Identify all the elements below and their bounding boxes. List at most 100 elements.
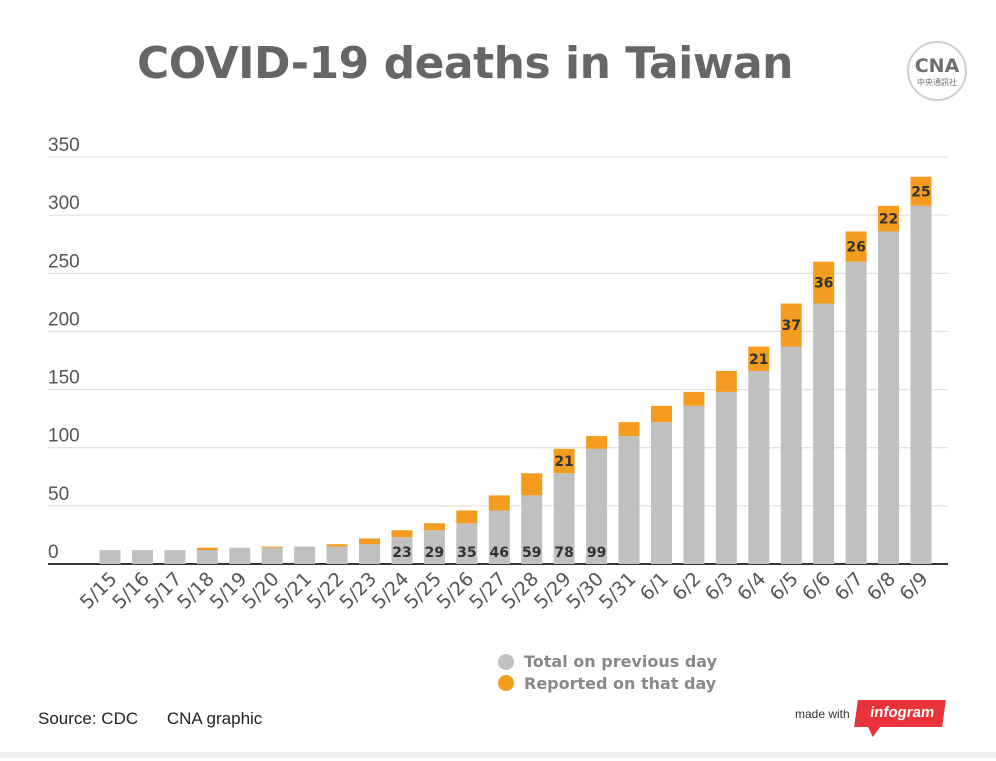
x-tick-label-5/31: 5/31 bbox=[595, 568, 641, 614]
bar-reported-6/8 bbox=[878, 205, 900, 232]
bar-reported-5/27 bbox=[488, 495, 510, 511]
bar-total-5/24 bbox=[391, 537, 413, 564]
bar-total-5/23 bbox=[359, 544, 381, 564]
x-tick-label-6/1: 6/1 bbox=[636, 568, 673, 605]
bar-total-6/7 bbox=[845, 261, 867, 564]
legend-swatch-total bbox=[498, 653, 514, 670]
source-line: Source: CDC CNA graphic bbox=[38, 709, 286, 729]
cna-logo-text: CNA bbox=[915, 55, 960, 77]
bar-reported-5/31 bbox=[618, 422, 640, 437]
bar-reported-6/3 bbox=[715, 370, 737, 392]
chart-title: COVID-19 deaths in Taiwan bbox=[137, 38, 794, 89]
infogram-brand-text: infogram bbox=[868, 704, 936, 721]
credit-text: CNA graphic bbox=[166, 709, 263, 728]
bar-chart: 0501001502002503003505/155/165/175/185/1… bbox=[48, 135, 948, 614]
bar-label-reported-5/29: 21 bbox=[554, 454, 573, 470]
bar-total-5/29 bbox=[553, 473, 575, 564]
y-tick-label-150: 150 bbox=[48, 368, 80, 389]
legend-label-reported: Reported on that day bbox=[524, 673, 717, 693]
footer-divider bbox=[0, 752, 996, 758]
bar-total-5/19 bbox=[229, 547, 251, 564]
bar-total-6/4 bbox=[748, 370, 770, 564]
x-tick-label-6/8: 6/8 bbox=[863, 568, 900, 605]
bar-total-6/2 bbox=[683, 405, 705, 564]
x-tick-label-6/9: 6/9 bbox=[895, 568, 932, 605]
made-with-text: made with bbox=[795, 706, 850, 721]
x-tick-label-6/6: 6/6 bbox=[798, 568, 835, 605]
legend-item-total: Total on previous day bbox=[498, 652, 717, 671]
bar-total-5/17 bbox=[164, 550, 186, 564]
bar-reported-5/25 bbox=[423, 523, 445, 531]
bar-reported-5/20 bbox=[261, 546, 283, 548]
bar-reported-6/7 bbox=[845, 231, 867, 262]
bar-label-reported-6/8: 22 bbox=[879, 212, 898, 228]
bar-label-total-5/29: 78 bbox=[554, 545, 573, 561]
y-tick-label-250: 250 bbox=[48, 251, 80, 272]
bar-label-total-5/30: 99 bbox=[587, 545, 606, 561]
bar-label-reported-6/5: 37 bbox=[781, 318, 800, 334]
bar-total-5/22 bbox=[326, 546, 348, 564]
bar-total-5/25 bbox=[423, 530, 445, 564]
bar-reported-5/28 bbox=[521, 473, 543, 496]
bar-reported-5/26 bbox=[456, 510, 478, 524]
bar-label-reported-6/7: 26 bbox=[846, 240, 865, 256]
bar-label-total-5/27: 46 bbox=[490, 545, 509, 561]
y-tick-label-350: 350 bbox=[48, 135, 80, 156]
legend: Total on previous day Reported on that d… bbox=[498, 652, 996, 695]
bar-label-total-5/25: 29 bbox=[425, 545, 444, 561]
bar-label-reported-6/9: 25 bbox=[911, 184, 930, 200]
bar-total-5/21 bbox=[294, 546, 316, 564]
x-tick-label-6/4: 6/4 bbox=[733, 568, 770, 605]
x-tick-label-6/2: 6/2 bbox=[668, 568, 705, 605]
bar-label-total-5/26: 35 bbox=[457, 545, 476, 561]
bar-label-total-5/28: 59 bbox=[522, 545, 541, 561]
cna-logo-subtext: 中央通訊社 bbox=[917, 77, 957, 87]
bar-total-5/18 bbox=[196, 550, 218, 564]
bar-total-5/26 bbox=[456, 523, 478, 564]
bar-reported-5/30 bbox=[586, 436, 608, 449]
y-tick-label-200: 200 bbox=[48, 309, 80, 330]
bar-label-total-5/24: 23 bbox=[392, 545, 411, 561]
bar-reported-6/6 bbox=[813, 261, 835, 304]
bar-reported-6/5 bbox=[780, 303, 802, 347]
bar-total-5/31 bbox=[618, 436, 640, 564]
bar-reported-5/18 bbox=[196, 547, 218, 551]
bar-total-5/20 bbox=[261, 547, 283, 564]
infogram-logo[interactable]: infogram bbox=[853, 700, 946, 737]
bar-total-5/15 bbox=[99, 550, 121, 564]
x-tick-label-6/7: 6/7 bbox=[830, 568, 867, 605]
bar-reported-6/4 bbox=[748, 346, 770, 371]
bar-total-6/6 bbox=[813, 303, 835, 564]
bar-reported-6/2 bbox=[683, 391, 705, 406]
bar-reported-5/24 bbox=[391, 530, 413, 538]
bar-total-5/28 bbox=[521, 495, 543, 564]
legend-swatch-reported bbox=[498, 675, 514, 691]
legend-item-reported: Reported on that day bbox=[498, 674, 716, 693]
bar-label-reported-6/4: 21 bbox=[749, 352, 768, 368]
bar-reported-6/1 bbox=[650, 405, 672, 423]
source-text: Source: CDC bbox=[38, 709, 139, 728]
bar-total-6/3 bbox=[715, 391, 737, 564]
bar-reported-5/29 bbox=[553, 448, 575, 474]
bar-total-6/1 bbox=[650, 422, 672, 564]
made-with-infogram[interactable]: made with infogram bbox=[795, 700, 946, 737]
bar-total-6/8 bbox=[878, 231, 900, 564]
bar-reported-6/9 bbox=[910, 176, 932, 206]
cna-logo: CNA 中央通訊社 bbox=[907, 41, 967, 101]
y-tick-label-0: 0 bbox=[48, 542, 59, 563]
bar-reported-5/23 bbox=[359, 538, 381, 545]
y-tick-label-100: 100 bbox=[48, 426, 80, 447]
bar-label-reported-6/6: 36 bbox=[814, 276, 833, 292]
bar-total-5/27 bbox=[488, 510, 510, 564]
bar-total-5/30 bbox=[586, 448, 608, 564]
x-tick-label-6/5: 6/5 bbox=[766, 568, 803, 605]
bar-reported-5/22 bbox=[326, 544, 348, 547]
legend-label-total: Total on previous day bbox=[524, 652, 718, 671]
infogram-badge-tail bbox=[866, 727, 880, 737]
y-tick-label-300: 300 bbox=[48, 193, 80, 214]
bar-total-6/9 bbox=[910, 205, 932, 564]
bar-total-5/16 bbox=[131, 550, 153, 564]
x-tick-label-6/3: 6/3 bbox=[701, 568, 738, 605]
y-tick-label-50: 50 bbox=[48, 484, 69, 505]
bar-total-6/5 bbox=[780, 346, 802, 564]
